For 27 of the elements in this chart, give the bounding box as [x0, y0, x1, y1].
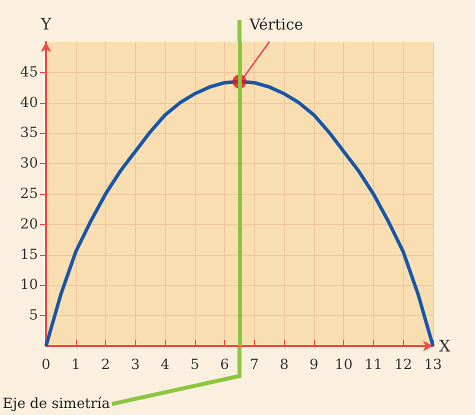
y-tick-label: 25 — [20, 186, 38, 202]
y-tick-label: 20 — [20, 216, 38, 232]
y-tick-label: 10 — [20, 277, 38, 294]
x-axis-title: X — [439, 336, 451, 356]
x-tick-label: 8 — [280, 357, 289, 373]
x-tick-label: 9 — [309, 357, 318, 373]
x-tick-label: 1 — [71, 357, 80, 373]
x-tick-label: 7 — [250, 357, 259, 373]
y-tick-label: 5 — [29, 308, 38, 324]
y-axis-title: Y — [40, 14, 52, 34]
x-tick-label: 11 — [364, 357, 382, 373]
y-tick-label: 45 — [20, 64, 38, 80]
y-tick-label: 40 — [20, 94, 38, 111]
y-tick-label: 15 — [20, 246, 38, 263]
x-tick-label: 5 — [190, 357, 200, 373]
x-tick-label: 12 — [394, 357, 412, 373]
x-tick-label: 6 — [220, 357, 230, 373]
ref-line-label: Eje de simetría — [2, 396, 110, 412]
x-tick-label: 2 — [101, 357, 110, 373]
annotation: Vértice — [248, 16, 304, 34]
x-tick-label: 10 — [334, 357, 353, 373]
y-tick-label: 30 — [20, 156, 38, 172]
x-tick-label: 4 — [160, 357, 170, 373]
x-tick-label: 13 — [424, 357, 442, 373]
y-tick-label: 35 — [20, 125, 38, 142]
x-tick-label: 3 — [130, 357, 140, 373]
x-tick-label: 0 — [42, 357, 50, 373]
